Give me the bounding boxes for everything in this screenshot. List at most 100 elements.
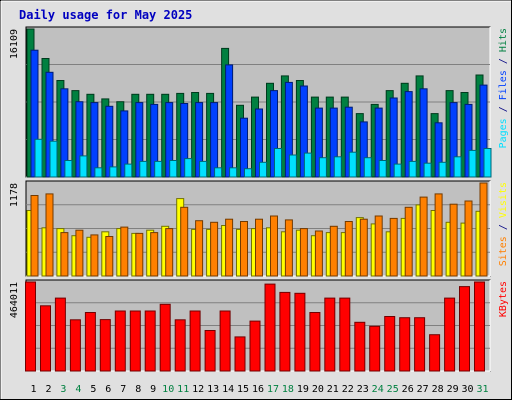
bar-kbytes-day-28 (429, 334, 441, 372)
bar-kbytes-day-4 (69, 319, 81, 372)
bar-kbytes-day-17 (264, 283, 276, 372)
bar-sites-day-14 (225, 218, 234, 277)
bar-pages-day-27 (423, 162, 432, 178)
x-tick-label-day-8: 8 (135, 384, 141, 395)
legend-hits-files-pages-segment-0: Pages (498, 118, 509, 148)
ymax-label-hits-files-pages: 16109 (9, 29, 20, 59)
bar-kbytes-day-27 (414, 317, 426, 372)
bar-kbytes-day-30 (459, 286, 470, 372)
x-tick-label-day-13: 13 (207, 384, 219, 395)
bar-kbytes-day-10 (159, 303, 171, 372)
bar-kbytes-day-14 (219, 310, 231, 372)
bar-kbytes-day-5 (84, 312, 96, 372)
x-tick-label-day-30: 30 (461, 384, 473, 395)
bar-kbytes-day-6 (99, 319, 111, 372)
x-tick-label-day-23: 23 (357, 384, 369, 395)
x-tick-label-day-6: 6 (105, 384, 111, 395)
bar-sites-day-24 (374, 215, 383, 277)
legend-hits-files-pages-segment-3: / (498, 52, 509, 70)
x-tick-label-day-2: 2 (45, 384, 51, 395)
bar-sites-day-29 (449, 203, 458, 277)
ymax-label-kbytes: 464011 (9, 282, 20, 318)
bar-kbytes-day-25 (384, 316, 396, 372)
x-tick-label-day-10: 10 (162, 384, 174, 395)
x-tick-label-day-27: 27 (417, 384, 429, 395)
x-tick-label-day-5: 5 (90, 384, 96, 395)
bar-pages-day-31 (483, 148, 492, 178)
bar-pages-day-20 (318, 157, 327, 178)
bar-kbytes-day-7 (114, 310, 126, 372)
bar-files-day-5 (90, 102, 99, 178)
bar-kbytes-day-23 (354, 321, 366, 372)
bar-pages-day-9 (154, 160, 163, 178)
x-tick-label-day-12: 12 (192, 384, 204, 395)
bar-sites-day-12 (195, 220, 204, 277)
bar-kbytes-day-21 (324, 297, 336, 372)
bar-sites-day-2 (45, 193, 54, 277)
x-tick-label-day-7: 7 (120, 384, 126, 395)
bar-sites-day-31 (479, 182, 488, 277)
bar-kbytes-day-12 (189, 310, 201, 372)
legend-hits-files-pages-segment-4: Hits (498, 28, 509, 52)
bar-pages-day-11 (184, 158, 193, 178)
bar-sites-day-25 (389, 217, 398, 277)
legend-visits-sites-segment-2: Visits (498, 182, 509, 218)
bar-sites-day-9 (150, 232, 159, 277)
bar-pages-day-4 (79, 155, 88, 178)
bar-kbytes-day-22 (339, 297, 351, 372)
bar-pages-day-29 (453, 156, 462, 178)
bar-pages-day-5 (94, 167, 103, 178)
x-tick-label-day-20: 20 (312, 384, 324, 395)
legend-visits-sites-segment-1: / (498, 218, 509, 236)
x-tick-label-day-25: 25 (387, 384, 399, 395)
x-tick-label-day-11: 11 (177, 384, 189, 395)
bar-pages-day-8 (139, 160, 148, 178)
bar-pages-day-18 (288, 154, 297, 178)
x-tick-label-day-21: 21 (327, 384, 339, 395)
bar-kbytes-day-3 (54, 297, 66, 372)
bar-sites-day-17 (270, 215, 278, 277)
x-tick-label-day-18: 18 (282, 384, 294, 395)
bar-kbytes-day-15 (234, 336, 246, 372)
x-tick-label-day-19: 19 (297, 384, 309, 395)
bar-files-day-15 (240, 117, 248, 178)
bar-kbytes-day-8 (129, 310, 141, 372)
bar-sites-day-13 (210, 221, 219, 277)
bar-pages-day-1 (34, 138, 43, 178)
bar-sites-day-28 (434, 193, 443, 277)
bar-sites-day-7 (120, 226, 129, 277)
legend-hits-files-pages-segment-1: / (498, 100, 509, 118)
bar-pages-day-21 (333, 156, 342, 178)
bar-pages-day-10 (169, 160, 178, 178)
bar-sites-day-15 (240, 221, 248, 277)
x-tick-label-day-16: 16 (252, 384, 264, 395)
legend-visits-sites-segment-0: Sites (498, 236, 509, 266)
ymax-label-visits-sites: 1178 (9, 183, 20, 207)
bar-kbytes-day-26 (399, 317, 411, 372)
bar-sites-day-18 (284, 219, 293, 277)
bar-kbytes-day-20 (309, 312, 321, 372)
bar-pages-day-25 (393, 163, 402, 178)
legend-hits-files-pages: Pages / Files / Hits (498, 28, 509, 148)
x-tick-label-day-29: 29 (447, 384, 459, 395)
bar-sites-day-27 (419, 196, 428, 277)
bar-sites-day-6 (105, 236, 114, 277)
x-tick-label-day-24: 24 (372, 384, 384, 395)
bar-sites-day-5 (90, 234, 99, 277)
bar-sites-day-21 (329, 225, 338, 277)
bar-sites-day-22 (344, 221, 353, 277)
bar-pages-day-24 (378, 160, 387, 178)
bar-pages-day-6 (109, 166, 118, 178)
bar-pages-day-7 (124, 163, 133, 178)
bar-kbytes-day-31 (474, 281, 485, 372)
bar-sites-day-8 (135, 232, 144, 277)
bar-sites-day-4 (75, 229, 84, 277)
legend-kbytes-segment-0: KBytes (498, 281, 509, 317)
x-tick-label-day-28: 28 (432, 384, 444, 395)
x-tick-label-day-22: 22 (342, 384, 354, 395)
bar-sites-day-20 (314, 230, 323, 277)
bar-sites-day-10 (165, 228, 174, 277)
bar-kbytes-day-11 (174, 319, 186, 372)
